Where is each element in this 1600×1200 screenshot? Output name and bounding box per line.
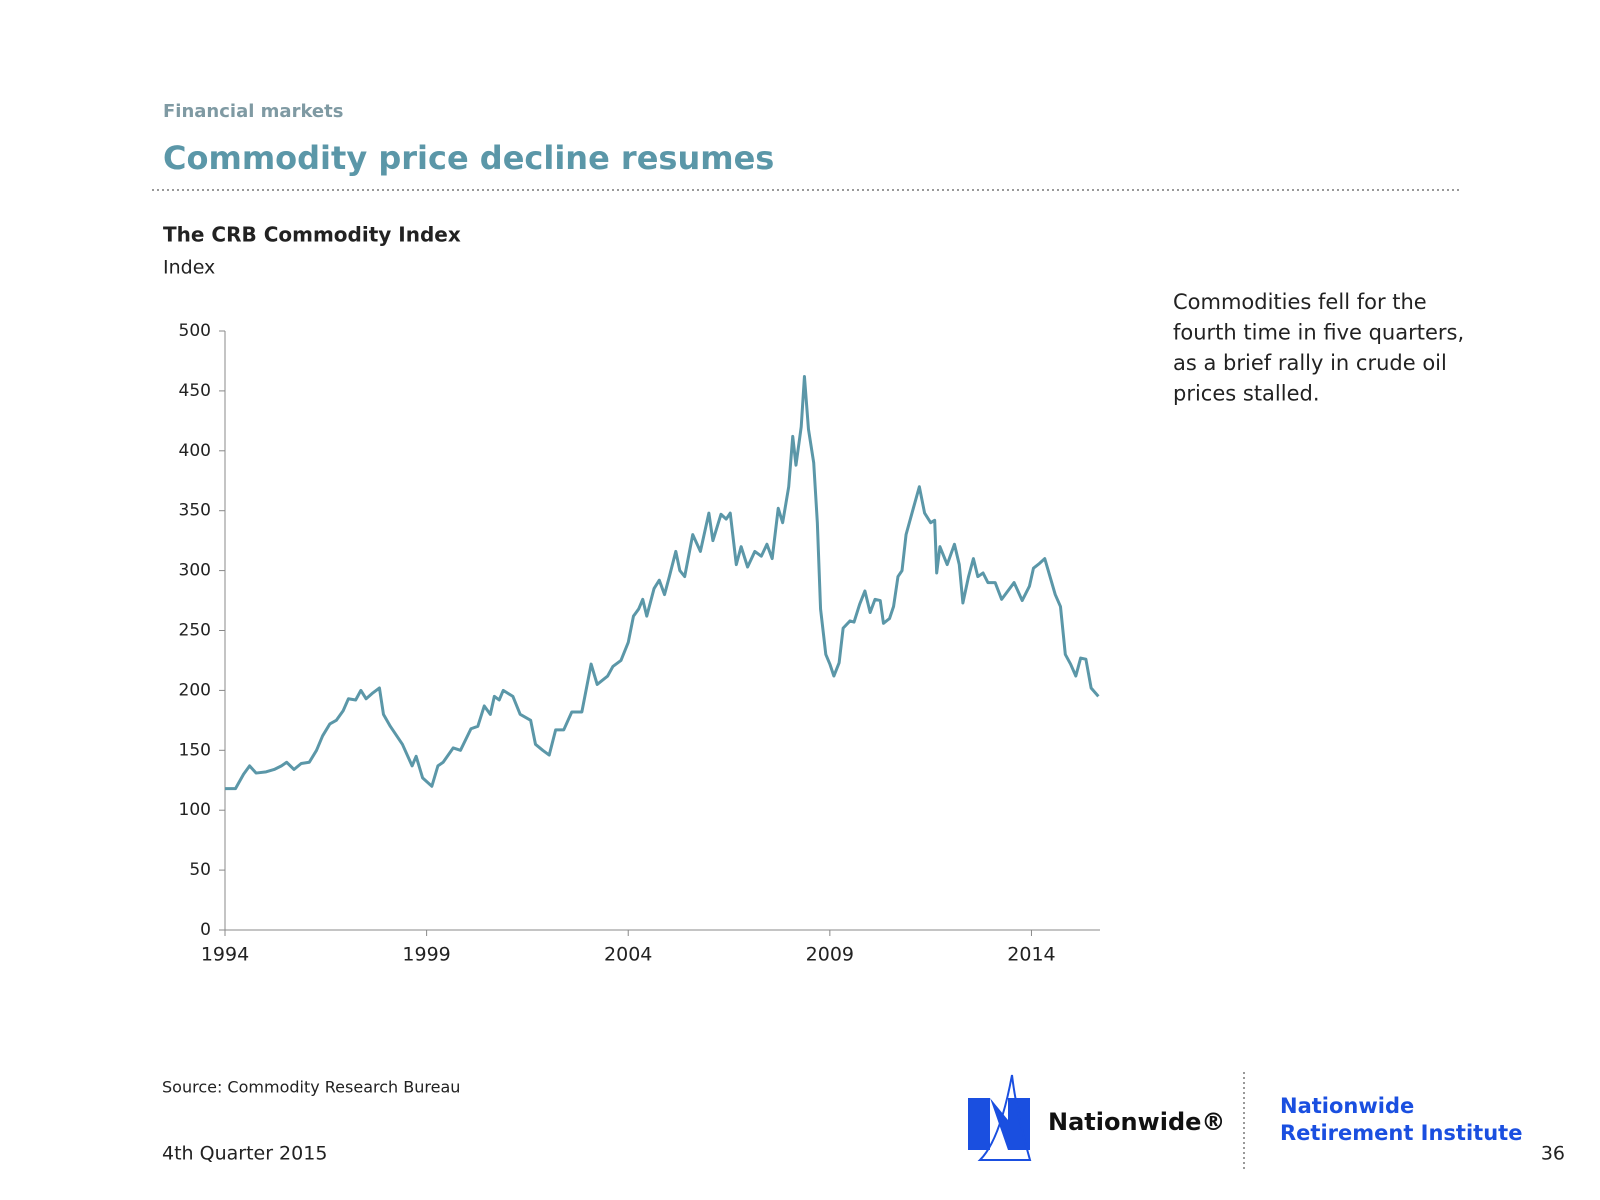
y-tick-label: 450 — [179, 381, 211, 401]
y-tick-label: 250 — [179, 621, 211, 641]
date: 4th Quarter 2015 — [162, 1143, 327, 1165]
source: Source: Commodity Research Bureau — [162, 1078, 460, 1097]
logo — [968, 1074, 1032, 1161]
institute-line: Retirement Institute — [1280, 1121, 1522, 1145]
x-tick-label: 2009 — [806, 944, 854, 966]
y-tick-label: 100 — [179, 800, 211, 820]
series-line — [225, 375, 1100, 791]
y-tick-label: 0 — [200, 920, 211, 940]
y-tick-label: 300 — [179, 561, 211, 581]
institute-line: Nationwide — [1280, 1094, 1414, 1118]
section-label: Financial markets — [163, 101, 343, 122]
y-tick-label: 150 — [179, 740, 211, 760]
x-tick-label: 2014 — [1007, 944, 1055, 966]
x-tick-label: 1994 — [201, 944, 249, 966]
x-tick-label: 1999 — [402, 944, 450, 966]
chart-title: The CRB Commodity Index — [163, 223, 461, 247]
y-tick-label: 400 — [179, 441, 211, 461]
y-tick-label: 50 — [189, 860, 211, 880]
slide-title: Commodity price decline resumes — [163, 139, 774, 177]
annotation: Commodities fell for the fourth time in f… — [1173, 290, 1464, 406]
x-tick-label: 2004 — [604, 944, 652, 966]
annotation-line: prices stalled. — [1173, 382, 1320, 406]
y-tick-label: 200 — [179, 680, 211, 700]
page-number: 36 — [1541, 1143, 1565, 1165]
annotation-line: fourth time in five quarters, — [1173, 321, 1464, 345]
y-axis-label: Index — [163, 257, 215, 279]
annotation-line: as a brief rally in crude oil — [1173, 351, 1447, 375]
annotation-line: Commodities fell for the — [1173, 290, 1427, 314]
y-tick-label: 350 — [179, 501, 211, 521]
brand: Nationwide® — [1048, 1108, 1225, 1136]
y-tick-label: 500 — [179, 321, 211, 341]
